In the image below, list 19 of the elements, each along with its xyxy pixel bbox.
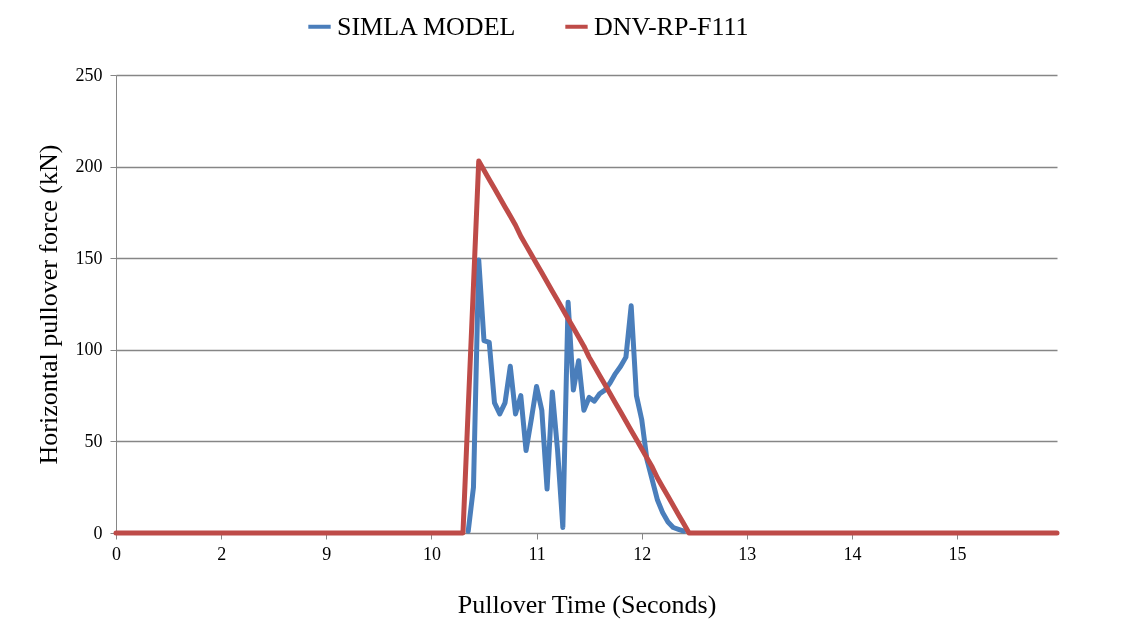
- x-tick-label: 15: [948, 543, 967, 564]
- y-tick-label: 200: [75, 156, 103, 177]
- x-tick-label: 0: [112, 543, 121, 564]
- y-tick-label: 150: [75, 247, 103, 268]
- y-axis-title: Horizontal pullover force (kN): [33, 144, 63, 465]
- x-tick-label: 12: [633, 543, 652, 564]
- x-axis-title: Pullover Time (Seconds): [457, 589, 717, 619]
- x-tick-label: 10: [422, 543, 441, 564]
- x-tick-label: 2: [217, 543, 227, 564]
- x-tick-label: 13: [738, 543, 757, 564]
- x-tick-label: 9: [322, 543, 332, 564]
- y-tick-label: 50: [84, 430, 103, 451]
- legend-label: SIMLA MODEL: [337, 11, 516, 41]
- x-tick-label: 14: [843, 543, 862, 564]
- legend-label: DNV-RP-F111: [594, 11, 749, 41]
- x-tick-label: 11: [528, 543, 546, 564]
- y-tick-label: 100: [75, 339, 103, 360]
- y-tick-label: 0: [93, 522, 103, 543]
- y-tick-label: 250: [75, 64, 103, 85]
